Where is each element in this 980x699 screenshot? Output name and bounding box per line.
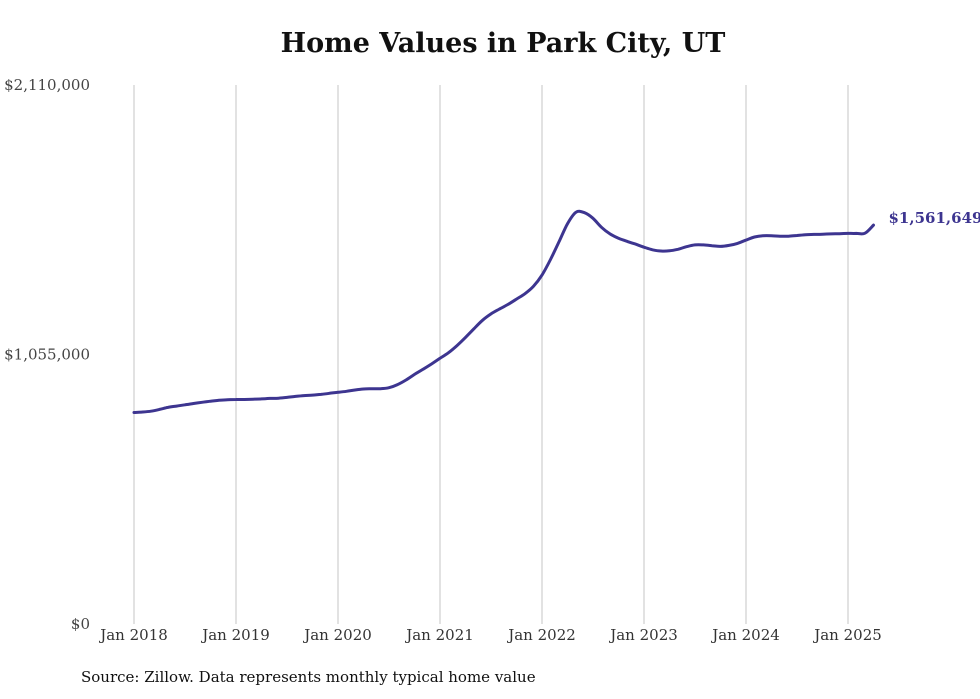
x-tick-label: Jan 2024 bbox=[710, 626, 780, 644]
x-tick-label: Jan 2018 bbox=[98, 626, 168, 644]
y-tick-label: $2,110,000 bbox=[4, 76, 90, 94]
x-axis-ticks: Jan 2018 Jan 2019 Jan 2020 Jan 2021 Jan 2022… bbox=[98, 626, 882, 644]
y-axis-ticks: $0 $1,055,000 $2,110,000 bbox=[4, 76, 90, 633]
y-tick-label: $1,055,000 bbox=[4, 346, 90, 364]
x-tick-label: Jan 2022 bbox=[506, 626, 576, 644]
grid-lines bbox=[133, 85, 849, 624]
source-note: Source: Zillow. Data represents monthly … bbox=[81, 668, 536, 686]
x-tick-label: Jan 2019 bbox=[200, 626, 270, 644]
chart-title: Home Values in Park City, UT bbox=[280, 28, 726, 59]
y-tick-label: $0 bbox=[71, 615, 90, 633]
x-tick-label: Jan 2020 bbox=[302, 626, 372, 644]
x-tick-label: Jan 2025 bbox=[812, 626, 882, 644]
x-tick-label: Jan 2021 bbox=[404, 626, 474, 644]
x-tick-label: Jan 2023 bbox=[608, 626, 678, 644]
series-line-home-value bbox=[132, 209, 875, 414]
end-value-label: $1,561,649 bbox=[889, 209, 980, 227]
